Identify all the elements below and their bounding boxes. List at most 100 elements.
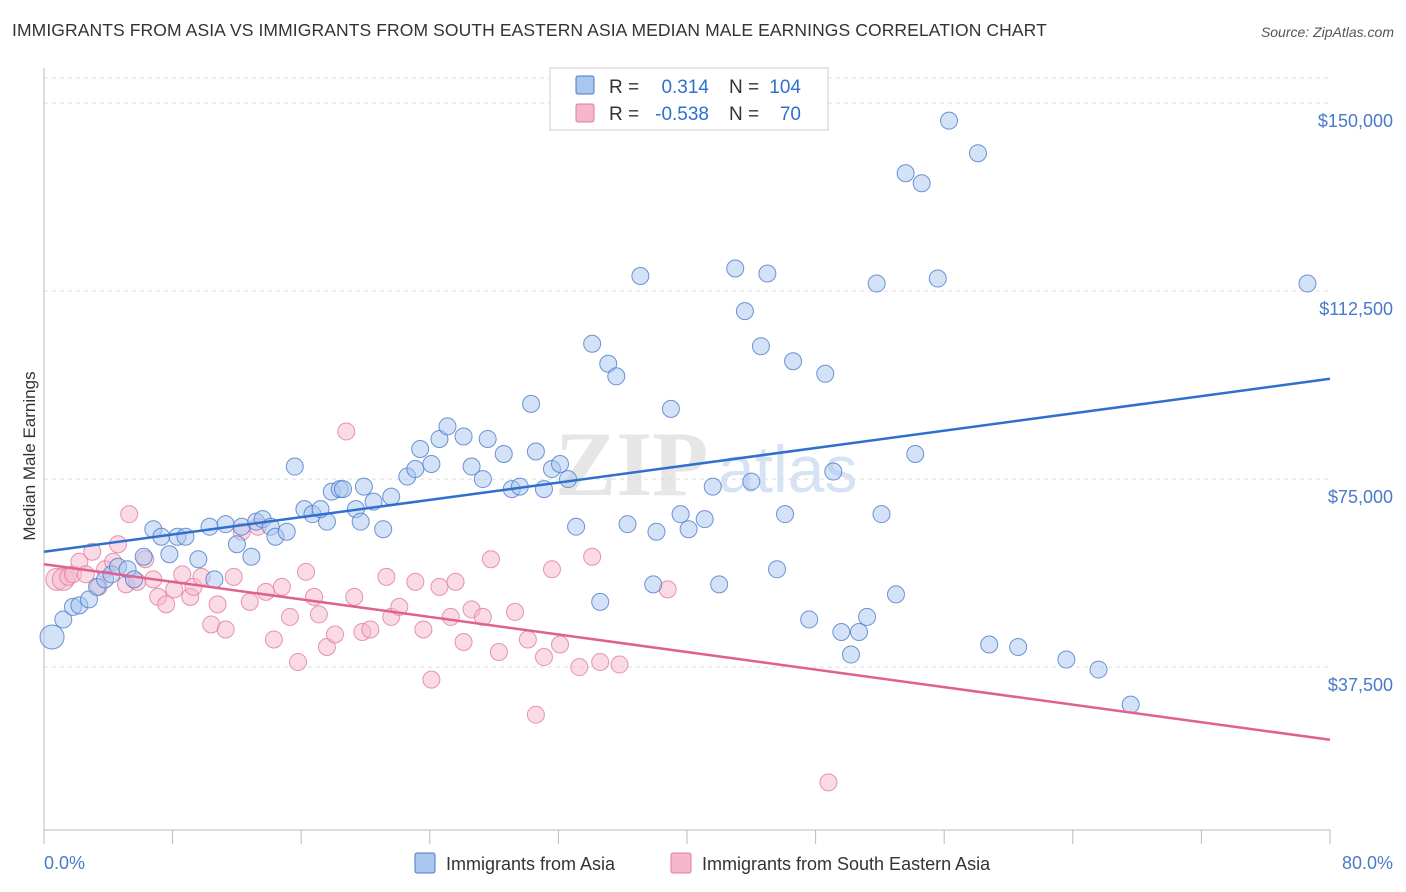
blue-point — [160, 545, 179, 564]
blue-point — [800, 610, 819, 629]
pink-point — [422, 670, 441, 689]
blue-point — [832, 622, 851, 641]
pink-point — [583, 547, 602, 566]
x-tick-label-0: 0.0% — [44, 853, 85, 873]
blue-point — [354, 477, 373, 496]
pink-point — [526, 705, 545, 724]
pink-point — [481, 550, 500, 569]
blue-point — [742, 472, 761, 491]
legend-blue-r-label: R = — [609, 77, 639, 98]
blue-point — [618, 515, 637, 534]
blue-point — [39, 624, 65, 650]
blue-point — [758, 264, 777, 283]
blue-point — [980, 635, 999, 654]
blue-point — [242, 547, 261, 566]
pink-point — [337, 422, 356, 441]
blue-point — [644, 575, 663, 594]
series-legend-label-blue: Immigrants from Asia — [446, 854, 616, 874]
pink-point — [272, 577, 291, 596]
pink-point — [120, 505, 139, 524]
blue-point — [351, 512, 370, 531]
blue-point — [374, 520, 393, 539]
pink-point — [542, 560, 561, 579]
blue-point — [912, 174, 931, 193]
pink-point — [406, 572, 425, 591]
legend-swatch-blue — [575, 75, 595, 95]
blue-point — [189, 550, 208, 569]
blue-point — [824, 462, 843, 481]
pink-point — [216, 620, 235, 639]
pink-point — [325, 625, 344, 644]
pink-point — [256, 582, 275, 601]
pink-point — [240, 592, 259, 611]
series-legend-swatch-pink — [670, 852, 692, 874]
blue-point — [438, 417, 457, 436]
pink-point — [591, 653, 610, 672]
blue-point — [478, 429, 497, 448]
pink-point — [157, 595, 176, 614]
blue-point — [928, 269, 947, 288]
legend-pink-r-value: -0.538 — [655, 104, 709, 125]
pink-point — [224, 567, 243, 586]
pink-point — [297, 562, 316, 581]
blue-point — [54, 610, 73, 629]
pink-point — [83, 542, 102, 561]
blue-point — [200, 517, 219, 536]
pink-point — [551, 635, 570, 654]
x-tick-labels: 0.0% 80.0% — [44, 853, 1393, 873]
series-pink-points — [45, 422, 838, 792]
legend-blue-r-value: 0.314 — [661, 77, 709, 98]
pink-point — [208, 595, 227, 614]
blue-point — [735, 302, 754, 321]
pink-point — [446, 572, 465, 591]
blue-point — [1298, 274, 1317, 293]
blue-point — [494, 445, 513, 463]
pink-point — [280, 607, 299, 626]
blue-point — [751, 337, 770, 356]
blue-point — [858, 607, 877, 626]
pink-point — [309, 605, 328, 624]
pink-point — [414, 620, 433, 639]
trend-line-blue — [43, 377, 1331, 553]
blue-point — [1089, 660, 1108, 679]
blue-point — [695, 510, 714, 529]
blue-point — [526, 442, 545, 461]
blue-point — [422, 455, 441, 474]
blue-point — [867, 274, 886, 293]
blue-point — [679, 520, 698, 539]
blue-point — [850, 622, 869, 641]
blue-point — [906, 445, 925, 463]
blue-point — [462, 457, 481, 476]
pink-point — [570, 658, 589, 677]
source-credit: Source: ZipAtlas.com — [1260, 24, 1394, 40]
series-legend-swatch-blue — [414, 852, 436, 874]
blue-point — [703, 477, 722, 496]
blue-point — [567, 517, 586, 536]
watermark-zip: ZIP — [555, 413, 708, 515]
pink-point — [610, 655, 629, 674]
blue-point — [454, 427, 473, 446]
y-tick-label-1: $75,000 — [1328, 487, 1393, 507]
pink-point — [505, 602, 524, 621]
legend-swatch-pink — [575, 103, 595, 123]
blue-point — [333, 480, 352, 499]
blue-point — [661, 399, 680, 418]
series-legend-label-pink: Immigrants from South Eastern Asia — [702, 854, 991, 874]
axes — [43, 68, 1331, 844]
blue-point — [968, 144, 987, 163]
blue-point — [872, 505, 891, 524]
blue-point — [205, 570, 224, 589]
trend-lines — [43, 377, 1331, 741]
pink-point — [454, 633, 473, 651]
blue-point — [784, 352, 803, 371]
blue-point — [896, 164, 915, 183]
pink-point — [489, 643, 508, 662]
legend-blue-n-label: N = — [729, 77, 759, 98]
trend-line-pink — [43, 563, 1331, 741]
blue-point — [647, 522, 666, 541]
blue-point — [940, 111, 959, 130]
blue-point — [583, 334, 602, 353]
legend-pink-n-value: 70 — [780, 104, 801, 125]
series-legend: Immigrants from Asia Immigrants from Sou… — [414, 852, 991, 874]
